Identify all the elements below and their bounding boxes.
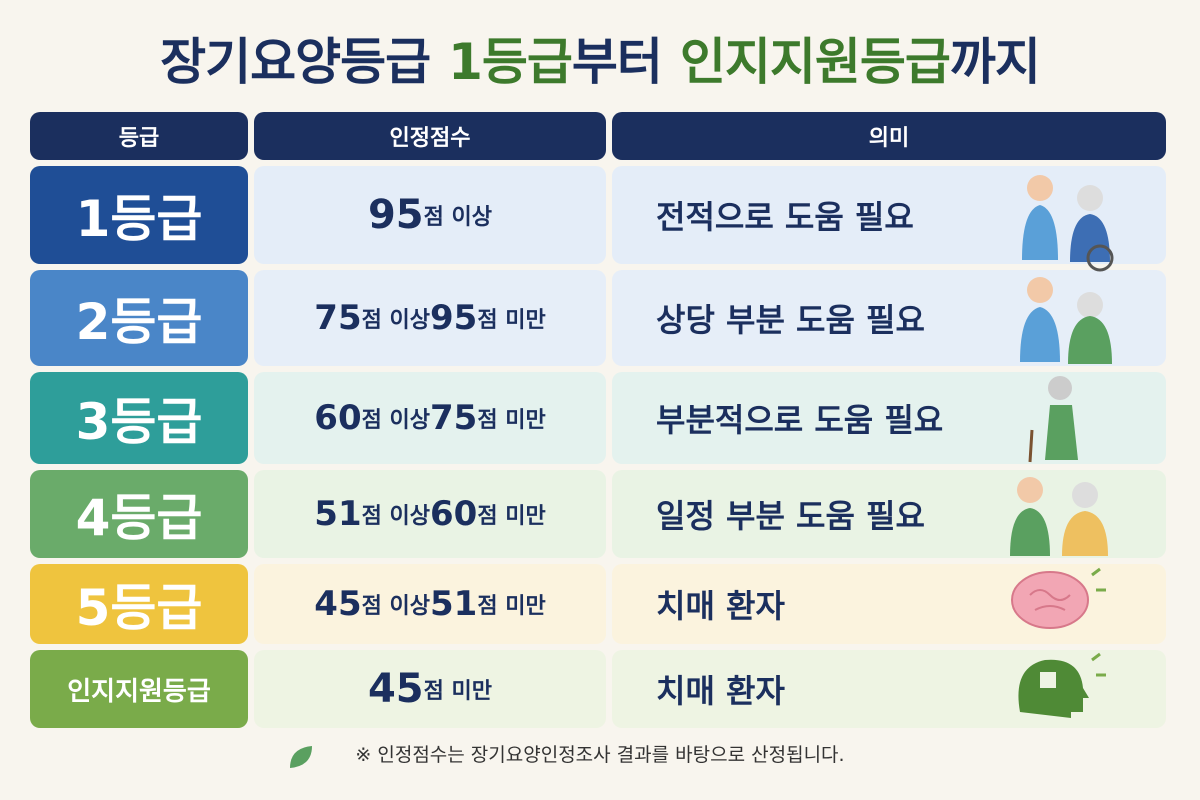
meaning-cell: 전적으로 도움 필요 [612,166,1166,264]
score-cell: 75 점 이상 95 점 미만 [254,270,606,366]
table: 등급 인정점수 의미 1등급 95 점 이상 전적으로 도움 필요 2등급 75 점 이상 … [30,112,1166,734]
grade-cell: 인지지원등급 [30,650,248,728]
title-part: 1등급 [448,33,573,91]
title-part: 부터 [571,33,663,91]
meaning-cell: 상당 부분 도움 필요 [612,270,1166,366]
header: 인정점수 [254,112,606,160]
score-cell: 45 점 미만 [254,650,606,728]
table-row: 1등급 95 점 이상 전적으로 도움 필요 [30,166,1166,264]
meaning-cell: 부분적으로 도움 필요 [612,372,1166,464]
score-cell: 45 점 이상 51 점 미만 [254,564,606,644]
grade-cell: 5등급 [30,564,248,644]
table-row: 2등급 75 점 이상 95 점 미만 상당 부분 도움 필요 [30,270,1166,366]
title-part: 인지지원등급 [679,33,951,91]
score-cell: 51 점 이상 60 점 미만 [254,470,606,558]
table-row: 3등급 60 점 이상 75 점 미만 부분적으로 도움 필요 [30,372,1166,464]
title-part: 장기요양등급 [160,33,431,91]
header: 의미 [612,112,1166,160]
grade-cell: 3등급 [30,372,248,464]
grade-cell: 4등급 [30,470,248,558]
grade-cell: 1등급 [30,166,248,264]
table-row: 5등급 45 점 이상 51 점 미만 치매 환자 [30,564,1166,644]
meaning-cell: 치매 환자 [612,650,1166,728]
meaning-cell: 일정 부분 도움 필요 [612,470,1166,558]
table-row: 인지지원등급 45 점 미만 치매 환자 [30,650,1166,728]
header: 등급 [30,112,248,160]
title-part: 까지 [949,33,1041,91]
grade-cell: 2등급 [30,270,248,366]
score-cell: 60 점 이상 75 점 미만 [254,372,606,464]
header-row: 등급 인정점수 의미 [30,112,1166,160]
table-row: 4등급 51 점 이상 60 점 미만 일정 부분 도움 필요 [30,470,1166,558]
meaning-cell: 치매 환자 [612,564,1166,644]
footnote: ※ 인정점수는 장기요양인정조사 결과를 바탕으로 산정됩니다. [355,744,845,766]
score-cell: 95 점 이상 [254,166,606,264]
title: 장기요양등급 1등급부터 인지지원등급까지 [0,22,1200,94]
